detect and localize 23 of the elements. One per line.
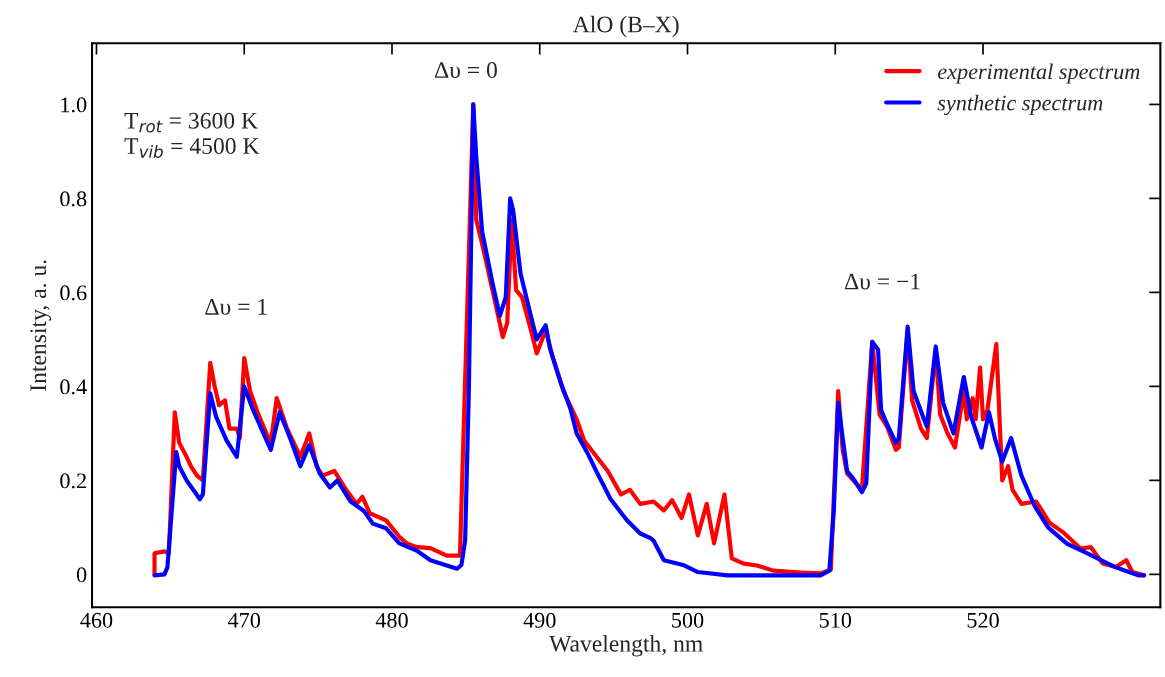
y-tick-label: 0 (76, 567, 87, 583)
x-axis-title: Wavelength, nm (549, 635, 703, 657)
x-tick-label: 490 (523, 612, 556, 628)
x-tick-label: 510 (819, 612, 852, 628)
y-axis-title: Intensity, a. u. (30, 260, 52, 391)
x-tick-label: 500 (672, 612, 704, 628)
y-tick-label: 0.2 (60, 473, 86, 489)
legend-label: synthetic spectrum (937, 94, 1103, 116)
annotation: Δυ = 0 (434, 62, 497, 79)
chart-title: AlO (B–X) (572, 15, 679, 38)
y-tick-label: 0.6 (60, 285, 87, 301)
x-tick-label: 460 (80, 612, 113, 628)
y-tick-label: 0.8 (60, 191, 87, 207)
legend-label: experimental spectrum (937, 63, 1140, 84)
y-tick-label: 1.0 (61, 97, 87, 113)
x-tick-label: 470 (228, 612, 261, 628)
annotation: T$_{vib}$ = 4500 K (124, 138, 260, 158)
x-tick-label: 520 (967, 612, 999, 628)
x-tick-label: 480 (375, 612, 408, 628)
annotation: Δυ = 1 (205, 299, 267, 315)
annotation: Δυ = −1 (844, 273, 920, 290)
y-tick-label: 0.4 (60, 379, 87, 395)
annotation: T$_{rot}$ = 3600 K (124, 112, 258, 133)
